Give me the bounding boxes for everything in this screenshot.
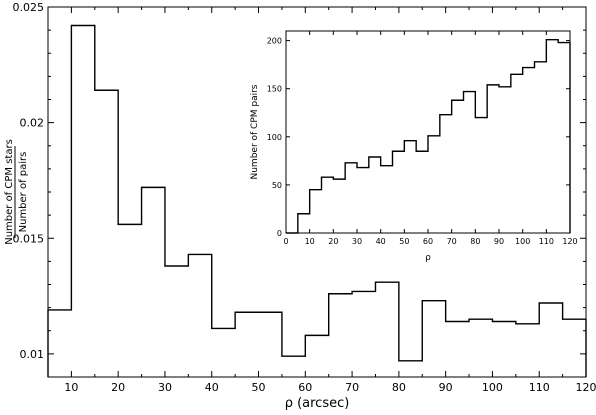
inset-x-tick-label: 60 (423, 237, 433, 246)
inset-y-tick-label: 50 (272, 181, 282, 190)
inset-x-axis-label: ρ (425, 253, 431, 263)
inset-x-tick-label: 0 (283, 237, 288, 246)
inset-x-tick-label: 70 (447, 237, 457, 246)
x-tick-label: 110 (529, 381, 550, 394)
main-ticks (47, 6, 587, 377)
x-tick-label: 30 (158, 381, 172, 394)
x-tick-label: 40 (205, 381, 219, 394)
inset-y-tick-label: 100 (267, 133, 282, 142)
inset-x-tick-label: 20 (328, 237, 338, 246)
inset-x-tick-label: 120 (562, 237, 577, 246)
inset-x-tick-label: 90 (494, 237, 504, 246)
inset-y-axis-label: Number of CPM pairs (250, 84, 260, 179)
x-tick-label: 120 (576, 381, 596, 394)
x-tick-label: 70 (345, 381, 359, 394)
y-label-denominator: Number of pairs (18, 152, 29, 233)
x-tick-label: 90 (439, 381, 453, 394)
inset-y-tick-label: 200 (267, 37, 282, 46)
x-tick-label: 20 (111, 381, 125, 394)
inset-chart: 0 10 20 30 40 50 60 70 80 90 100 110 120 0 50 100 150 200… (250, 30, 578, 263)
inset-plot-frame (285, 30, 571, 234)
x-tick-label: 50 (252, 381, 266, 394)
inset-x-tick-label: 80 (470, 237, 480, 246)
x-tick-label: 80 (392, 381, 406, 394)
main-x-axis-label: ρ (arcsec) (285, 396, 350, 411)
inset-x-tick-label: 50 (399, 237, 409, 246)
inset-y-tick-label: 150 (267, 85, 282, 94)
main-y-axis-label: Number of CPM stars Number of pairs (4, 139, 29, 245)
main-histogram-step-line (47, 24, 587, 377)
main-chart: 10 20 30 40 50 60 70 80 90 100 110 1200.010.0150.02… (4, 1, 596, 411)
inset-histogram-step-line (286, 38, 571, 234)
x-tick-label: 100 (482, 381, 503, 394)
inset-x-tick-label: 10 (305, 237, 315, 246)
inset-x-tick-label: 100 (515, 237, 530, 246)
y-tick-label: 0.01 (20, 348, 45, 361)
inset-x-tick-label: 30 (352, 237, 362, 246)
inset-tick-labels: 0 10 20 30 40 50 60 70 80 90 100 110 120 0 50 100 150 200 (267, 37, 578, 246)
y-tick-label: 0.015 (13, 232, 45, 245)
y-tick-label: 0.02 (20, 117, 45, 130)
inset-x-tick-label: 40 (376, 237, 386, 246)
y-tick-label: 0.025 (13, 1, 45, 14)
x-tick-label: 60 (298, 381, 312, 394)
y-label-numerator: Number of CPM stars (4, 139, 15, 245)
main-tick-labels: 10 20 30 40 50 60 70 80 90 100 110 1200.010.0150.02… (13, 1, 596, 394)
inset-y-tick-label: 0 (277, 229, 282, 238)
x-tick-label: 10 (64, 381, 78, 394)
inset-x-tick-label: 110 (539, 237, 554, 246)
